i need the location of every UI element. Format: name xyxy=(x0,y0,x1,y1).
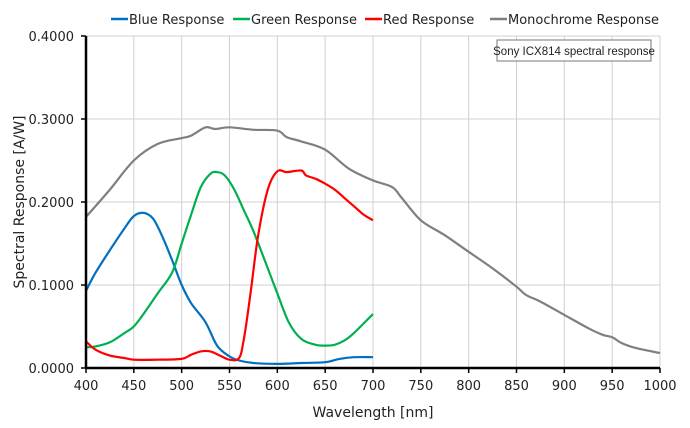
x-tick-label: 550 xyxy=(217,379,242,394)
y-axis-label: Spectral Response [A/W] xyxy=(12,116,28,289)
legend-label: Red Response xyxy=(383,13,474,28)
grid xyxy=(86,35,661,368)
legend-item-monochrome-response: Monochrome Response xyxy=(490,13,659,28)
chart-title: Sony ICX814 spectral response xyxy=(493,46,655,58)
series-line-blue-response xyxy=(85,211,374,365)
legend-item-blue-response: Blue Response xyxy=(111,13,224,28)
series-lines xyxy=(85,125,661,365)
legend-item-green-response: Green Response xyxy=(233,13,357,28)
x-tick-label: 1000 xyxy=(643,379,676,394)
x-tick-label: 450 xyxy=(121,379,146,394)
legend-item-red-response: Red Response xyxy=(365,13,474,28)
y-tick-label: 0.4000 xyxy=(29,30,75,45)
legend-label: Monochrome Response xyxy=(508,13,659,28)
x-tick-label: 650 xyxy=(313,379,338,394)
series-line-monochrome-response xyxy=(85,125,661,355)
y-tick-label: 0.3000 xyxy=(29,113,75,128)
x-tick-label: 600 xyxy=(265,379,290,394)
x-tick-label: 900 xyxy=(552,379,577,394)
y-tick-label: 0.0000 xyxy=(29,362,75,377)
x-axis-label: Wavelength [nm] xyxy=(313,405,434,421)
x-tick-label: 800 xyxy=(456,379,481,394)
x-tick-label: 850 xyxy=(504,379,529,394)
legend-label: Green Response xyxy=(251,13,357,28)
legend-label: Blue Response xyxy=(129,13,224,28)
x-tick-label: 700 xyxy=(361,379,386,394)
y-tick-label: 0.1000 xyxy=(29,279,75,294)
y-tick-label: 0.2000 xyxy=(29,196,75,211)
x-tick-label: 500 xyxy=(169,379,194,394)
axes: 400 450 500 550 600 650 700 750 800 850 900 950 1000… xyxy=(29,30,677,394)
x-tick-label: 400 xyxy=(74,379,99,394)
x-tick-label: 750 xyxy=(408,379,433,394)
series-line-red-response xyxy=(85,169,374,362)
chart-title-box: Sony ICX814 spectral response xyxy=(493,39,655,62)
legend: Blue Response Green Response Red Response M… xyxy=(111,13,659,28)
x-tick-label: 950 xyxy=(600,379,625,394)
series-line-green-response xyxy=(85,170,374,349)
